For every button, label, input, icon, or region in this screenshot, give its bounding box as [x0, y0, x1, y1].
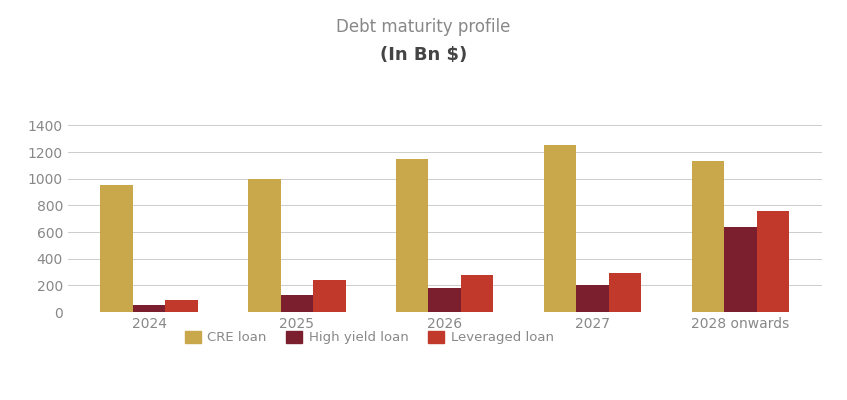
Bar — [396, 159, 429, 312]
Bar — [609, 273, 641, 312]
Bar — [461, 275, 494, 312]
Text: (In Bn $): (In Bn $) — [379, 46, 468, 64]
Legend: CRE loan, High yield loan, Leveraged loan: CRE loan, High yield loan, Leveraged loa… — [180, 326, 559, 350]
Title: Debt maturity profile
$\bf{(In\ Bn\ \$)}$: Debt maturity profile $\bf{(In\ Bn\ \$)}… — [0, 399, 1, 400]
Bar — [691, 161, 724, 312]
Bar — [576, 285, 609, 312]
Bar — [280, 295, 313, 312]
Bar — [165, 300, 198, 312]
Text: Debt maturity profile: Debt maturity profile — [336, 18, 511, 36]
Bar — [133, 305, 165, 312]
Bar — [429, 288, 461, 312]
Bar — [248, 179, 280, 312]
Bar — [100, 185, 133, 312]
Bar — [313, 280, 346, 312]
Bar — [724, 227, 756, 312]
Bar — [544, 145, 576, 312]
Bar — [756, 211, 789, 312]
